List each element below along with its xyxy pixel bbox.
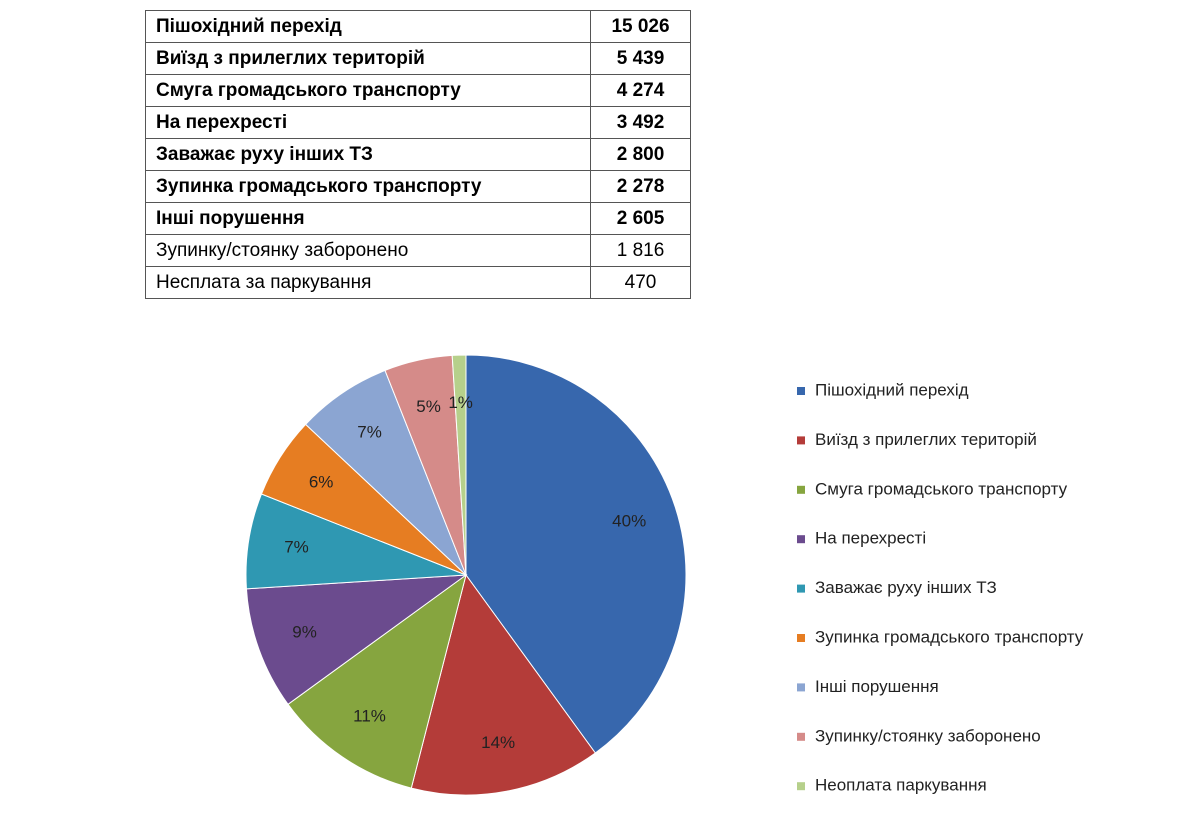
row-value: 5 439 — [590, 42, 691, 75]
legend-label: Неоплата паркування — [815, 776, 987, 795]
row-value: 2 278 — [590, 170, 691, 203]
legend-label: Пішохідний перехід — [815, 380, 969, 399]
legend-label: На перехресті — [815, 529, 926, 548]
pie-slice — [451, 354, 467, 576]
legend-swatch — [797, 782, 805, 791]
table-row: Зупинку/стоянку заборонено 1 816 — [145, 234, 691, 267]
data-label: 40% — [612, 511, 646, 530]
legend-swatch — [797, 732, 805, 741]
legend-label: Заважає руху інших ТЗ — [815, 578, 997, 597]
pie-slice — [410, 573, 597, 796]
data-label: 1% — [448, 393, 473, 412]
legend-label: Зупинка громадського транспорту — [815, 627, 1084, 646]
row-value: 2 605 — [590, 202, 691, 235]
pie-slice — [287, 573, 467, 789]
legend-label: Інші порушення — [815, 677, 939, 696]
row-value: 470 — [590, 266, 691, 299]
table-row: Інші порушення 2 605 — [145, 202, 691, 235]
table-row: Несплата за паркування 470 — [145, 266, 691, 299]
table-row: Зупинка громадського транспорту 2 278 — [145, 170, 691, 203]
data-label: 7% — [357, 423, 382, 442]
legend-swatch — [797, 485, 805, 494]
legend-swatch — [797, 584, 805, 593]
row-label: Інші порушення — [145, 202, 591, 235]
pie-slice — [465, 354, 687, 754]
table-row: Пішохідний перехід 15 026 — [145, 10, 691, 43]
row-value: 3 492 — [590, 106, 691, 139]
table-row: Заважає руху інших ТЗ 2 800 — [145, 138, 691, 171]
row-label: Смуга громадського транспорту — [145, 74, 591, 107]
legend-label: Зупинку/стоянку заборонено — [815, 726, 1041, 745]
data-label: 5% — [416, 397, 441, 416]
row-value: 4 274 — [590, 74, 691, 107]
data-table: Пішохідний перехід 15 026 Виїзд з прилегли… — [145, 10, 691, 299]
data-label: 6% — [309, 473, 334, 492]
pie-slice — [245, 574, 468, 706]
row-label: Несплата за паркування — [145, 266, 591, 299]
row-label: Пішохідний перехід — [145, 10, 591, 43]
data-label: 14% — [481, 733, 515, 752]
row-value: 1 816 — [590, 234, 691, 267]
table-row: Смуга громадського транспорту 4 274 — [145, 74, 691, 107]
legend-swatch — [797, 634, 805, 642]
legend-swatch — [797, 683, 805, 692]
row-label: Зупинка громадського транспорту — [145, 170, 591, 203]
row-value: 15 026 — [590, 10, 691, 43]
data-label: 7% — [284, 538, 309, 557]
row-label: Зупинку/стоянку заборонено — [145, 234, 591, 267]
table-row: На перехресті 3 492 — [145, 106, 691, 139]
legend-swatch — [797, 387, 805, 395]
legend-swatch — [797, 535, 805, 544]
row-label: Заважає руху інших ТЗ — [145, 138, 591, 171]
legend-label: Виїзд з прилеглих територій — [815, 430, 1037, 449]
row-value: 2 800 — [590, 138, 691, 171]
legend-label: Смуга громадського транспорту — [815, 479, 1068, 498]
legend-swatch — [797, 436, 805, 445]
data-label: 9% — [292, 623, 317, 642]
row-label: На перехресті — [145, 106, 591, 139]
data-label: 11% — [353, 706, 386, 725]
